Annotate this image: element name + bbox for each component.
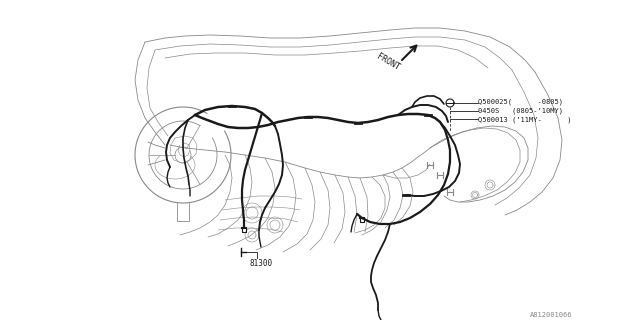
Text: Q500025(      -0805): Q500025( -0805) bbox=[478, 98, 563, 105]
Text: 81300: 81300 bbox=[249, 259, 272, 268]
Text: A812001066: A812001066 bbox=[530, 312, 573, 318]
Text: FRONT: FRONT bbox=[375, 52, 401, 72]
Text: Q500013 (’11MY-      ): Q500013 (’11MY- ) bbox=[478, 116, 572, 123]
Text: 0450S   (0805-’10MY): 0450S (0805-’10MY) bbox=[478, 107, 563, 114]
